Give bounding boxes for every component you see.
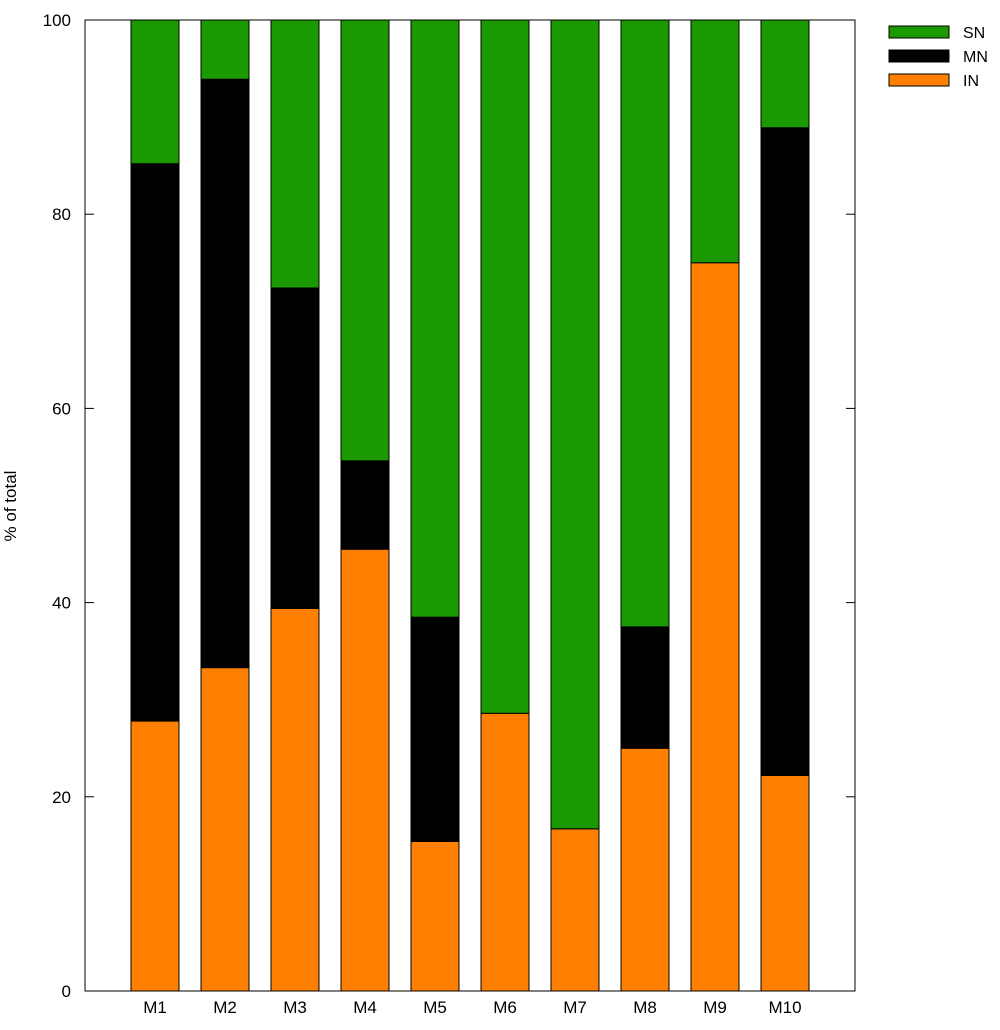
bar-sn-m8	[620, 19, 670, 628]
x-tick-label: M2	[213, 998, 237, 1017]
bar-sn-m4	[340, 19, 390, 462]
bar-sn-m2	[200, 19, 250, 80]
x-tick-label: M6	[493, 998, 517, 1017]
bar-sn-m9	[690, 19, 740, 264]
y-tick-label: 20	[52, 788, 71, 807]
bar-sn-m6	[480, 19, 530, 714]
bar-sn-m7	[550, 19, 600, 830]
y-tick-label: 100	[43, 11, 71, 30]
bar-in-m7	[550, 828, 600, 992]
bar-in-m10	[760, 774, 810, 992]
legend-label-mn: MN	[963, 49, 988, 66]
bar-mn-m3	[270, 287, 320, 609]
x-tick-label: M10	[768, 998, 801, 1017]
x-tick-label: M9	[703, 998, 727, 1017]
y-tick-label: 0	[62, 982, 71, 1001]
bar-mn-m1	[130, 163, 180, 722]
bar-mn-m8	[620, 626, 670, 749]
bar-in-m4	[340, 548, 390, 992]
x-tick-label: M3	[283, 998, 307, 1017]
x-tick-label: M4	[353, 998, 377, 1017]
bar-mn-m5	[410, 616, 460, 842]
bar-mn-m2	[200, 78, 250, 669]
bar-in-m3	[270, 607, 320, 992]
bar-sn-m10	[760, 19, 810, 129]
y-tick-label: 80	[52, 205, 71, 224]
bar-mn-m4	[340, 460, 390, 550]
x-tick-label: M8	[633, 998, 657, 1017]
bar-sn-m1	[130, 19, 180, 165]
legend: SN MN IN	[888, 25, 988, 90]
bar-in-m5	[410, 840, 460, 992]
x-tick-label: M7	[563, 998, 587, 1017]
x-tick-label: M5	[423, 998, 447, 1017]
bar-sn-m3	[270, 19, 320, 289]
bar-in-m6	[480, 712, 530, 992]
bar-in-m8	[620, 747, 670, 992]
axes: M1 M2 M3 M4 M5 M6 M7 M8 M9 M10 0 20 40 60 80 100	[43, 11, 856, 1017]
plot-area	[130, 19, 810, 992]
legend-swatch-sn	[888, 25, 950, 39]
legend-swatch-mn	[888, 49, 950, 63]
y-tick-label: 40	[52, 594, 71, 613]
bar-in-m9	[690, 262, 740, 992]
legend-label-sn: SN	[963, 25, 985, 42]
legend-label-in: IN	[963, 73, 979, 90]
y-tick-label: 60	[52, 399, 71, 418]
bar-in-m1	[130, 720, 180, 992]
legend-swatch-in	[888, 73, 950, 87]
y-axis-label: % of total	[1, 471, 20, 542]
bar-in-m2	[200, 667, 250, 992]
bar-sn-m5	[410, 19, 460, 618]
x-tick-label: M1	[143, 998, 167, 1017]
bar-mn-m10	[760, 127, 810, 776]
plot-frame	[84, 19, 856, 992]
